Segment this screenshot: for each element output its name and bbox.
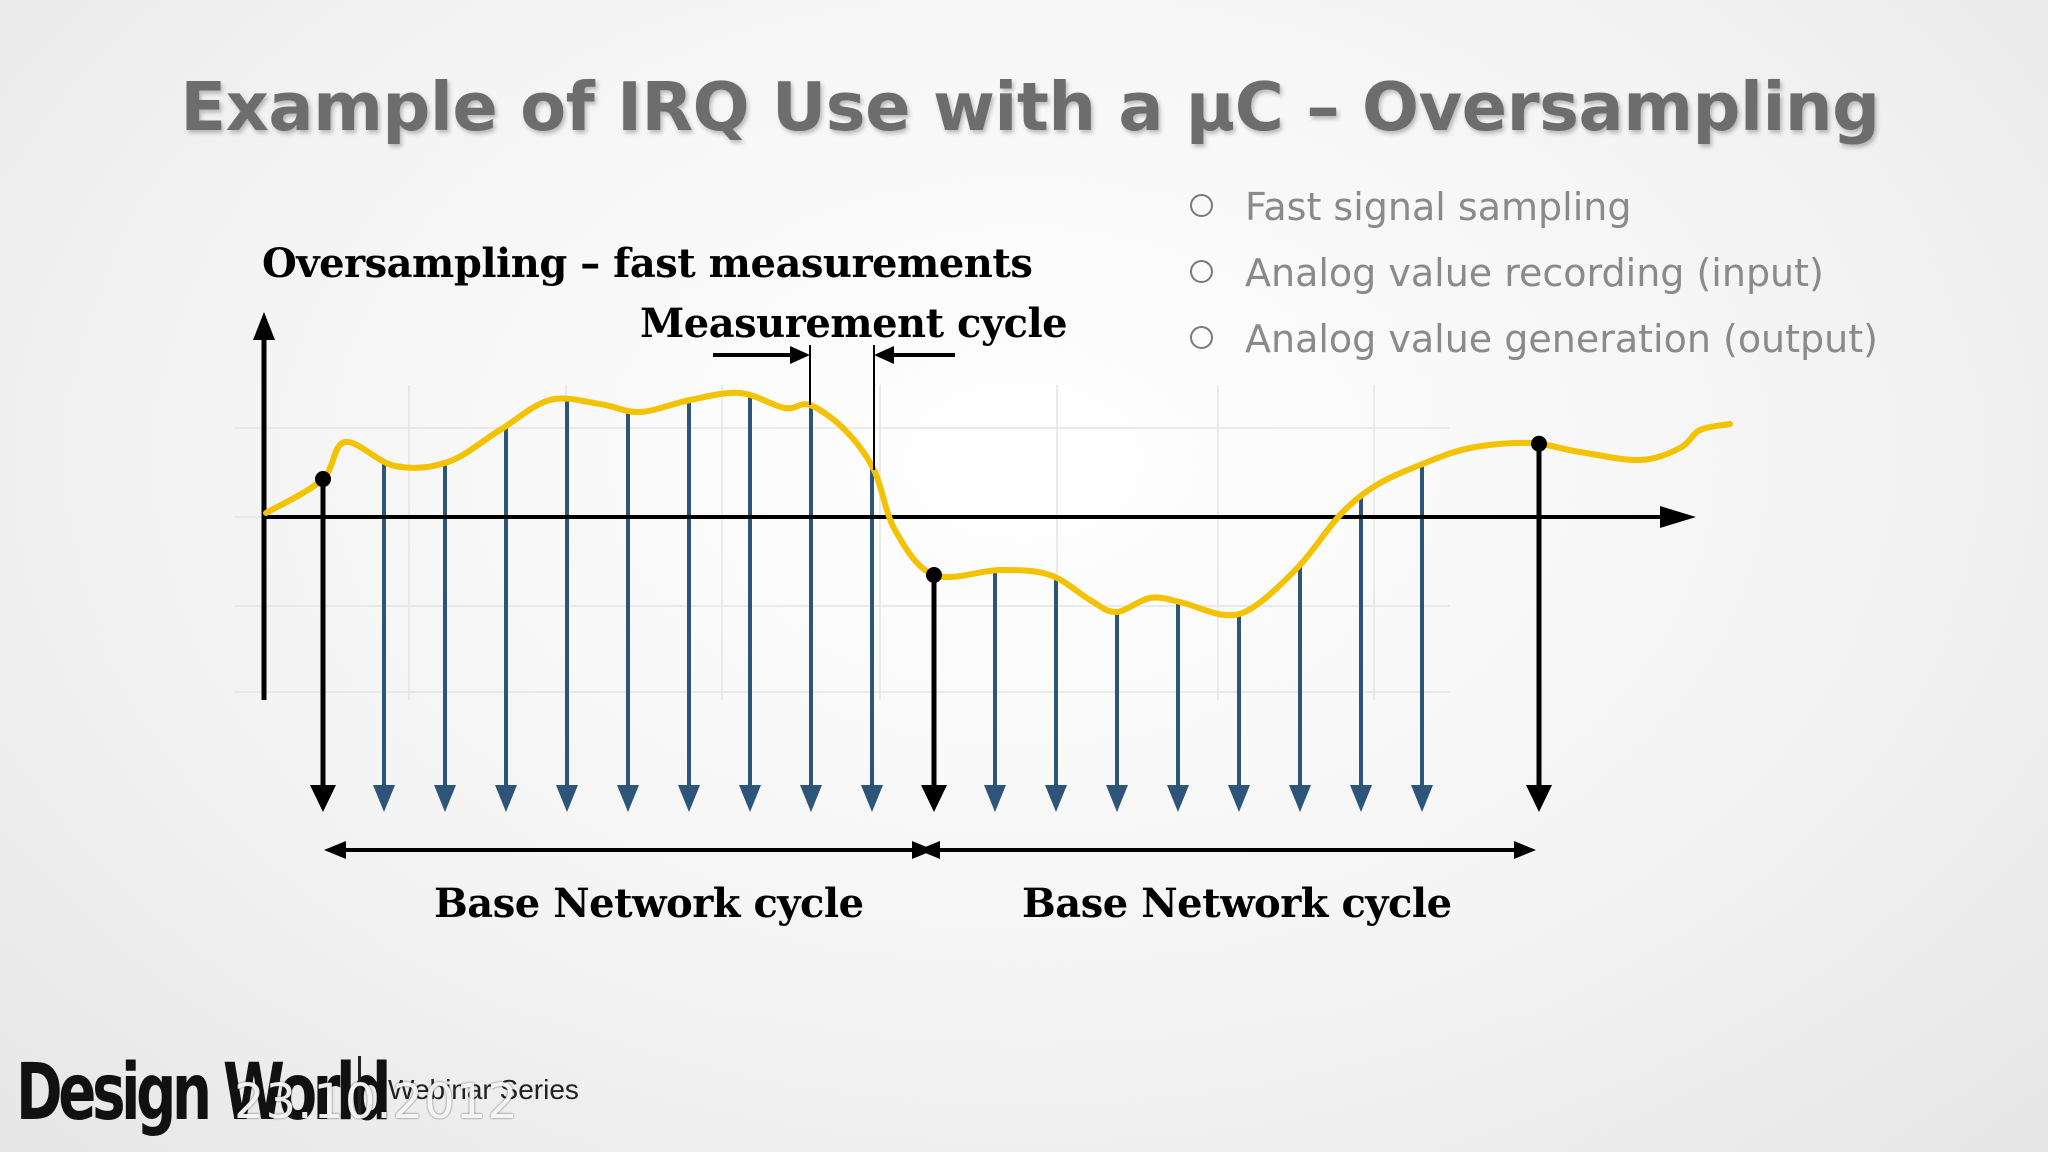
arrowhead bbox=[1526, 785, 1552, 812]
footer: Design World Webinar Series 23.10.2012 bbox=[16, 1048, 656, 1138]
bullet-item: Fast signal sampling bbox=[1190, 182, 1878, 248]
arrowhead bbox=[1106, 785, 1128, 812]
x-axis-arrowhead bbox=[1660, 506, 1696, 528]
circle-bullet-icon bbox=[1190, 194, 1213, 217]
slide-title: Example of IRQ Use with a μC – Oversampl… bbox=[180, 68, 1880, 146]
arrowhead bbox=[861, 785, 883, 812]
arrowhead bbox=[739, 785, 761, 812]
arrowhead bbox=[1045, 785, 1067, 812]
bullet-text: Analog value recording (input) bbox=[1245, 251, 1824, 295]
arrowhead bbox=[617, 785, 639, 812]
sample-points bbox=[315, 435, 1547, 583]
arrowhead bbox=[495, 785, 517, 812]
arrowhead bbox=[918, 841, 940, 859]
arrowhead bbox=[1167, 785, 1189, 812]
arrowhead bbox=[1228, 785, 1250, 812]
arrowhead bbox=[310, 785, 336, 812]
arrowhead bbox=[434, 785, 456, 812]
bullet-item: Analog value recording (input) bbox=[1190, 248, 1878, 314]
footer-divider bbox=[358, 1056, 361, 1116]
base-network-cycle-label: Base Network cycle bbox=[434, 880, 864, 927]
bullet-list: Fast signal sampling Analog value record… bbox=[1190, 182, 1878, 380]
arrowhead bbox=[984, 785, 1006, 812]
sample-point bbox=[926, 567, 942, 583]
arrowhead bbox=[790, 346, 810, 364]
bullet-text: Fast signal sampling bbox=[1245, 185, 1632, 229]
design-world-logo: Design World bbox=[16, 1048, 391, 1138]
arrowhead bbox=[1289, 785, 1311, 812]
grid-lines bbox=[235, 385, 1450, 700]
arrowhead bbox=[556, 785, 578, 812]
arrowhead bbox=[800, 785, 822, 812]
arrowhead bbox=[921, 785, 947, 812]
arrowhead bbox=[874, 346, 894, 364]
measurement-cycle-indicator bbox=[713, 345, 955, 470]
arrowhead bbox=[373, 785, 395, 812]
date-overlay: 23.10.2012 bbox=[234, 1074, 519, 1130]
bullet-text: Analog value generation (output) bbox=[1245, 317, 1878, 361]
webinar-series-label: Webinar Series bbox=[388, 1074, 579, 1105]
sample-point bbox=[315, 471, 331, 488]
analog-signal-curve bbox=[263, 389, 1733, 619]
sample-point bbox=[1531, 435, 1547, 452]
base-cycle-span-arrows bbox=[324, 841, 1536, 859]
arrowhead bbox=[1514, 841, 1536, 859]
circle-bullet-icon bbox=[1190, 326, 1213, 349]
y-axis-arrowhead bbox=[253, 312, 275, 340]
bullet-item: Analog value generation (output) bbox=[1190, 314, 1878, 380]
fast-sample-arrows bbox=[373, 394, 1433, 812]
arrowhead bbox=[678, 785, 700, 812]
arrowhead bbox=[324, 841, 346, 859]
base-network-cycle-label: Base Network cycle bbox=[1022, 880, 1452, 927]
measurement-cycle-label: Measurement cycle bbox=[640, 300, 1068, 347]
arrowhead bbox=[1411, 785, 1433, 812]
circle-bullet-icon bbox=[1190, 260, 1213, 283]
base-cycle-arrows bbox=[310, 443, 1552, 812]
oversampling-label: Oversampling – fast measurements bbox=[262, 240, 1033, 287]
arrowhead bbox=[1350, 785, 1372, 812]
